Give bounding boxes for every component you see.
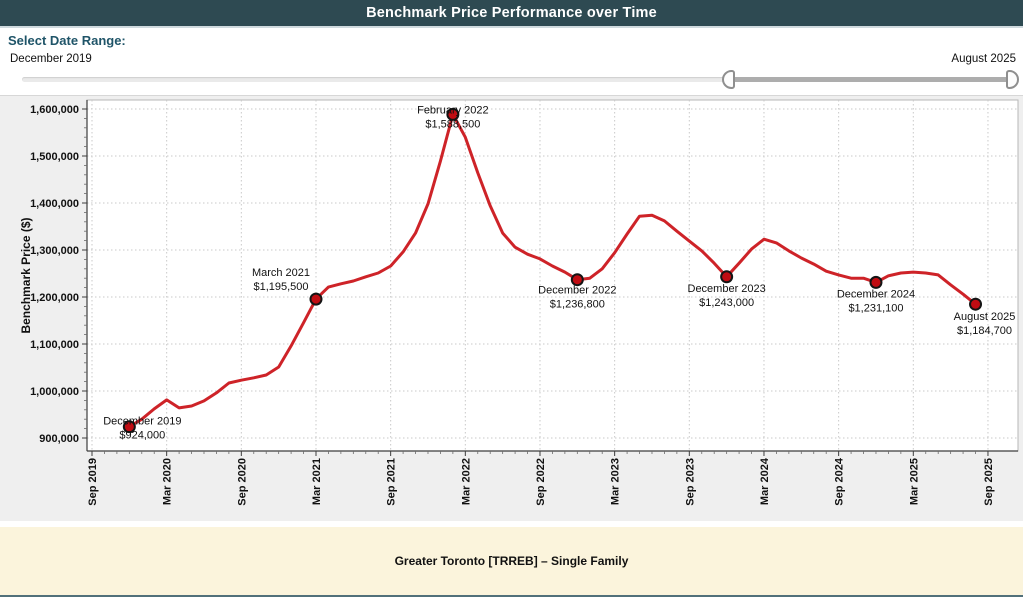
svg-text:Sep 2023: Sep 2023	[684, 458, 696, 506]
svg-text:$1,243,000: $1,243,000	[699, 297, 754, 309]
svg-text:900,000: 900,000	[39, 433, 79, 445]
svg-text:$1,231,100: $1,231,100	[848, 302, 903, 314]
title-bar: Benchmark Price Performance over Time	[0, 0, 1023, 28]
slider-track[interactable]	[22, 77, 1013, 82]
svg-text:December 2024: December 2024	[837, 288, 915, 300]
svg-text:March 2021: March 2021	[252, 267, 310, 279]
svg-text:$1,236,800: $1,236,800	[550, 299, 605, 311]
x-axis-ticks: Sep 2019 Mar 2020 Sep 2020 Mar 2021 Sep 2021…	[87, 451, 995, 506]
data-point-marker[interactable]	[570, 273, 584, 287]
svg-text:1,500,000: 1,500,000	[30, 151, 79, 163]
data-point-marker[interactable]	[122, 420, 136, 434]
svg-text:Sep 2022: Sep 2022	[535, 458, 547, 506]
svg-text:Sep 2020: Sep 2020	[236, 458, 248, 506]
slider-handle-end[interactable]	[1006, 70, 1019, 89]
svg-text:1,100,000: 1,100,000	[30, 339, 79, 351]
range-end-label: August 2025	[951, 53, 1016, 65]
data-point-marker[interactable]	[969, 297, 983, 311]
data-point-marker[interactable]	[446, 107, 460, 121]
chart-area: 900,000 1,000,000 1,100,000 1,200,000 1,300,…	[0, 95, 1023, 521]
svg-text:December 2019: December 2019	[103, 416, 181, 428]
svg-text:Mar 2024: Mar 2024	[759, 457, 771, 505]
annotations: December 2019 $924,000 March 2021 $1,195,50…	[103, 104, 1015, 441]
svg-text:Mar 2022: Mar 2022	[460, 458, 472, 505]
range-start-label: December 2019	[10, 53, 92, 65]
svg-text:$1,184,700: $1,184,700	[957, 325, 1012, 337]
svg-text:Mar 2023: Mar 2023	[610, 458, 622, 505]
select-date-range-label: Select Date Range:	[8, 33, 126, 48]
page-title: Benchmark Price Performance over Time	[366, 5, 657, 21]
date-range-slider[interactable]	[22, 70, 1019, 89]
svg-text:$1,195,500: $1,195,500	[253, 281, 308, 293]
slider-handle-start[interactable]	[721, 70, 735, 89]
y-axis-ticks: 900,000 1,000,000 1,100,000 1,200,000 1,300,…	[30, 104, 87, 445]
plot-background	[86, 99, 1019, 452]
svg-text:1,400,000: 1,400,000	[30, 198, 79, 210]
svg-text:August 2025: August 2025	[954, 311, 1016, 323]
svg-text:1,000,000: 1,000,000	[30, 386, 79, 398]
data-point-marker[interactable]	[869, 275, 883, 289]
svg-text:Mar 2020: Mar 2020	[162, 458, 174, 505]
svg-text:1,300,000: 1,300,000	[30, 245, 79, 257]
svg-text:Sep 2025: Sep 2025	[983, 458, 995, 506]
svg-text:December 2023: December 2023	[688, 283, 766, 295]
svg-text:1,600,000: 1,600,000	[30, 104, 79, 116]
svg-text:$924,000: $924,000	[119, 430, 165, 442]
price-line	[127, 112, 977, 429]
slider-selected-range[interactable]	[727, 77, 1012, 82]
series-caption-bar: Greater Toronto [TRREB] – Single Family	[0, 527, 1023, 597]
svg-text:Sep 2021: Sep 2021	[386, 458, 398, 506]
svg-text:Mar 2025: Mar 2025	[908, 458, 920, 505]
svg-text:Sep 2019: Sep 2019	[87, 458, 99, 506]
svg-text:December 2022: December 2022	[538, 285, 616, 297]
date-range-controls: Select Date Range: December 2019 August …	[0, 28, 1023, 95]
data-point-marker[interactable]	[720, 270, 734, 284]
svg-text:Sep 2024: Sep 2024	[834, 457, 846, 506]
series-caption: Greater Toronto [TRREB] – Single Family	[394, 554, 629, 568]
svg-text:February 2022: February 2022	[417, 104, 489, 116]
data-point-marker[interactable]	[309, 292, 323, 306]
gridlines	[87, 100, 1018, 451]
svg-text:1,200,000: 1,200,000	[30, 292, 79, 304]
price-chart: 900,000 1,000,000 1,100,000 1,200,000 1,300,…	[19, 99, 1019, 506]
svg-text:Mar 2021: Mar 2021	[311, 458, 323, 505]
y-axis-title: Benchmark Price ($)	[19, 217, 33, 333]
svg-text:$1,588,500: $1,588,500	[425, 118, 480, 130]
